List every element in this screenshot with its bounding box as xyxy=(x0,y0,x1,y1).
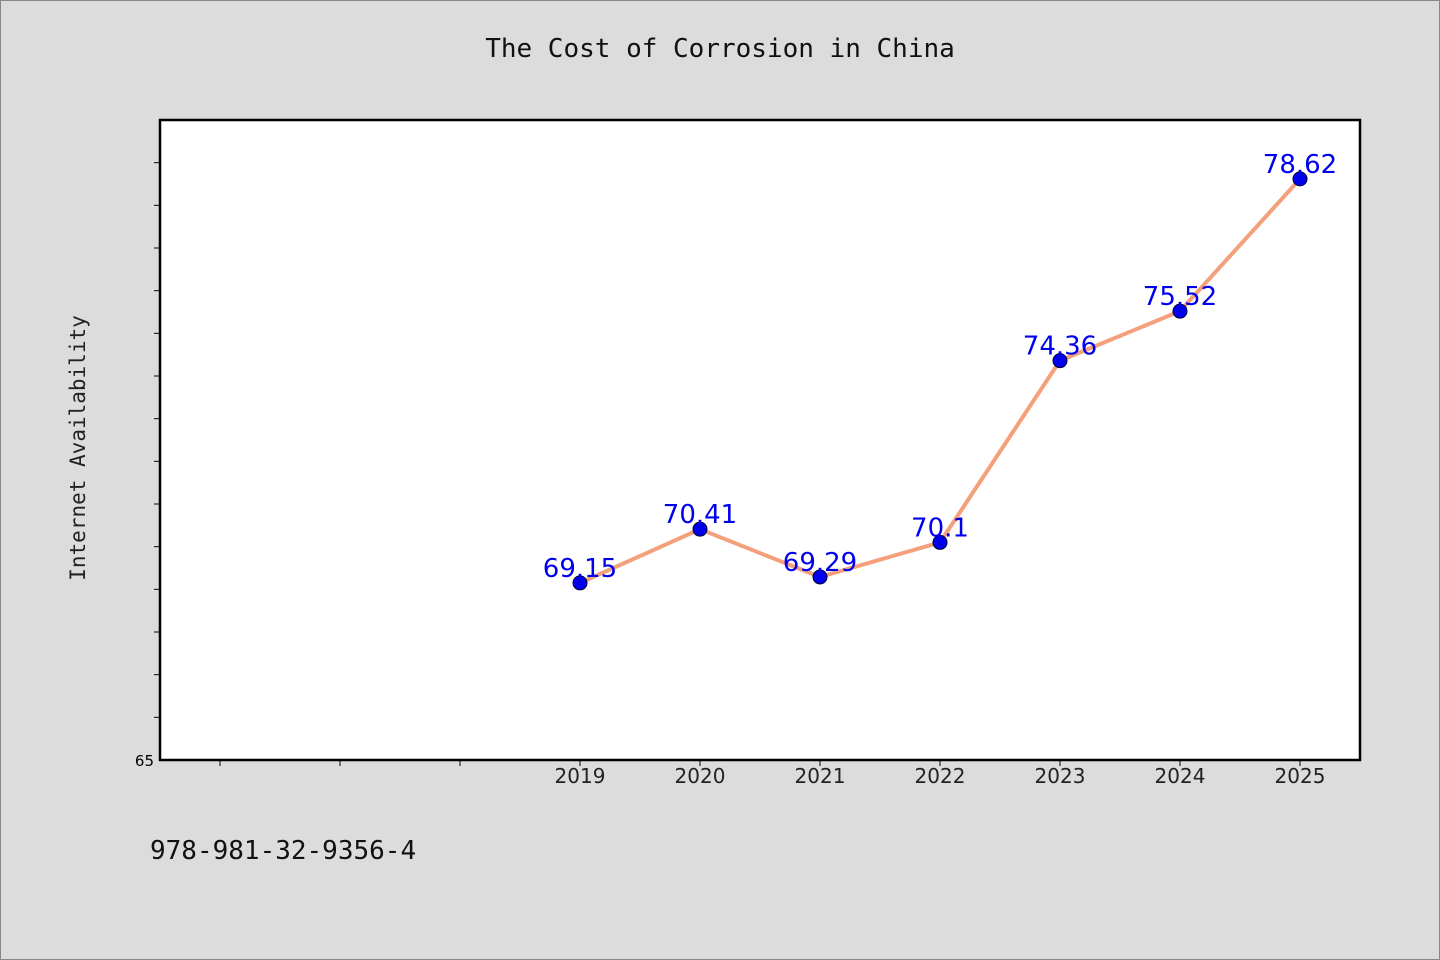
data-label: 69.29 xyxy=(783,548,857,578)
x-tick-label: 2023 xyxy=(1035,764,1086,788)
x-tick-label: 2019 xyxy=(555,764,606,788)
data-label: 75.52 xyxy=(1143,282,1217,312)
x-tick-label: 2020 xyxy=(675,764,726,788)
plot-area xyxy=(158,118,1362,762)
x-tick-label: 2022 xyxy=(915,764,966,788)
data-label: 70.41 xyxy=(663,500,737,530)
chart-title: The Cost of Corrosion in China xyxy=(485,34,955,64)
data-label: 70.1 xyxy=(911,513,969,543)
data-point xyxy=(692,521,708,537)
data-point xyxy=(1172,303,1188,319)
data-point xyxy=(812,569,828,585)
data-label: 74.36 xyxy=(1023,332,1097,362)
data-label: 69.15 xyxy=(543,554,617,584)
data-point xyxy=(1052,353,1068,369)
data-label: 78.62 xyxy=(1263,150,1337,180)
data-point xyxy=(572,575,588,591)
isbn-text: 978-981-32-9356-4 xyxy=(150,836,417,866)
x-tick-label: 2025 xyxy=(1275,764,1326,788)
data-point xyxy=(1292,171,1308,187)
y-tick-label: 65 xyxy=(135,752,154,770)
x-tick-label: 2024 xyxy=(1155,764,1206,788)
data-point xyxy=(932,534,948,550)
x-tick-label: 2021 xyxy=(795,764,846,788)
